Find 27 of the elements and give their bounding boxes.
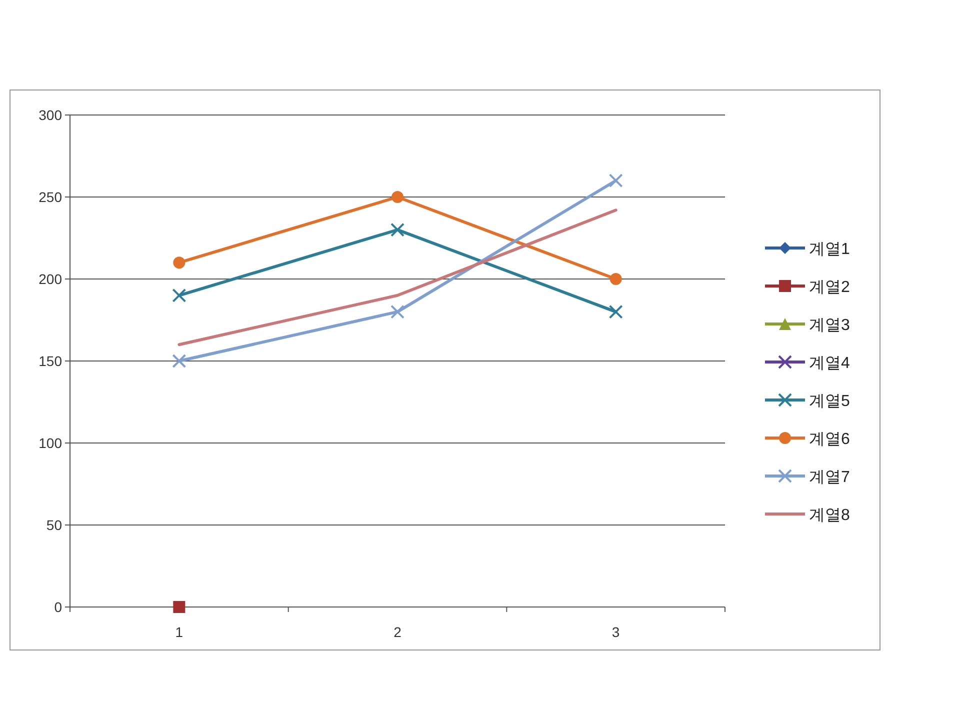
point [172, 354, 186, 368]
point [173, 256, 186, 269]
point [608, 174, 623, 188]
y-tick-label: 300 [38, 107, 62, 123]
legend-label: 계열1 [809, 241, 850, 258]
legend-label: 계열3 [809, 317, 850, 334]
y-tick-label: 200 [38, 271, 62, 287]
x-tick-label: 3 [612, 624, 620, 640]
y-tick-label: 150 [38, 353, 62, 369]
point [390, 222, 404, 237]
point [392, 191, 404, 203]
y-tick-label: 50 [46, 517, 62, 533]
legend-label: 계열8 [809, 507, 850, 524]
legend-label: 계열7 [809, 469, 850, 486]
x-tick-label: 1 [175, 624, 184, 640]
legend-label: 계열2 [809, 279, 850, 296]
legend-label: 계열6 [809, 431, 850, 448]
x-tick-label: 2 [394, 624, 402, 640]
point [608, 304, 623, 319]
point [610, 273, 622, 285]
point [172, 288, 186, 302]
point [390, 304, 404, 319]
y-tick-label: 250 [38, 189, 62, 205]
legend-label: 계열4 [809, 355, 850, 372]
legend-label: 계열5 [809, 393, 850, 410]
y-tick-label: 100 [38, 435, 62, 451]
y-tick-label: 0 [54, 599, 62, 615]
